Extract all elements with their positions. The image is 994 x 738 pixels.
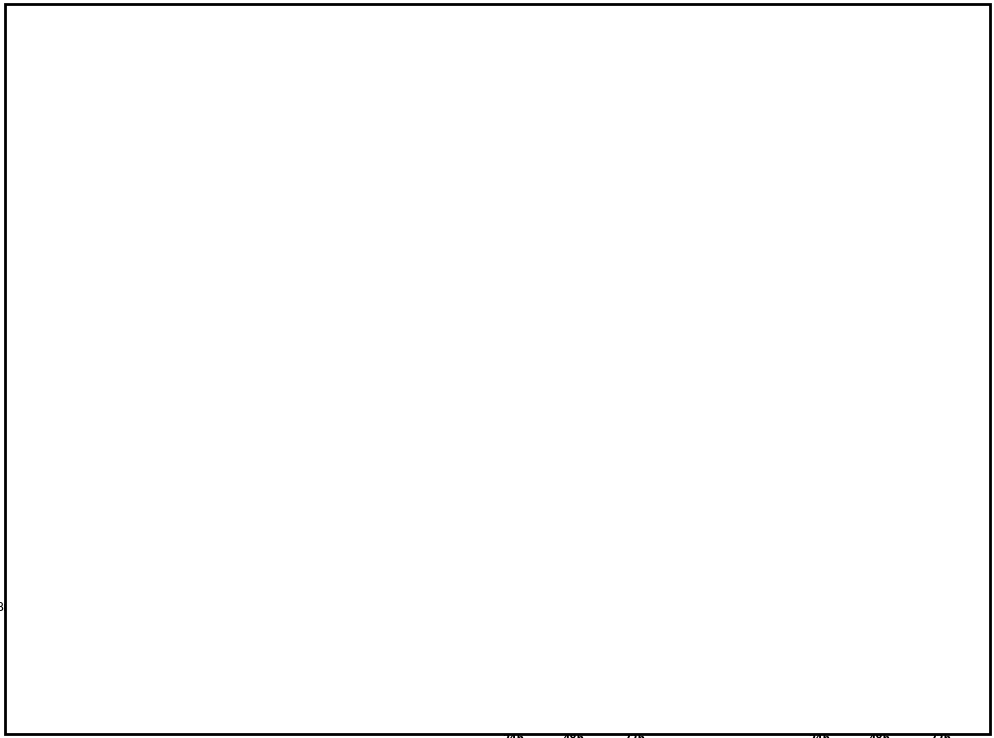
Text: b: b	[569, 657, 578, 669]
Bar	[77, 641, 345, 666]
Text: b: b	[569, 486, 578, 498]
FancyBboxPatch shape	[294, 599, 327, 617]
FancyBboxPatch shape	[95, 507, 128, 525]
Text: c: c	[630, 503, 637, 516]
Ellipse shape	[452, 100, 630, 312]
Text: D: D	[408, 379, 424, 399]
Text: hESCs: hESCs	[522, 25, 574, 44]
Text: a: a	[814, 579, 823, 592]
Text: 72h: 72h	[268, 411, 287, 433]
FancyBboxPatch shape	[145, 461, 178, 479]
Bar	[860, 526, 898, 528]
Text: Brachyury(T): Brachyury(T)	[0, 601, 74, 614]
Text: b: b	[753, 506, 762, 520]
Text: hESCs: hESCs	[112, 392, 138, 424]
Bar	[555, 677, 591, 720]
Bar	[740, 524, 776, 528]
Text: c: c	[936, 510, 943, 523]
Bar	[615, 521, 652, 528]
Text: c: c	[936, 700, 943, 714]
FancyBboxPatch shape	[412, 43, 672, 355]
Bar	[77, 458, 345, 483]
Ellipse shape	[45, 96, 195, 273]
FancyBboxPatch shape	[195, 461, 228, 479]
FancyBboxPatch shape	[245, 645, 277, 663]
Text: 48h: 48h	[219, 411, 238, 433]
FancyBboxPatch shape	[695, 43, 955, 355]
FancyBboxPatch shape	[294, 645, 327, 663]
Ellipse shape	[731, 96, 919, 316]
Text: C: C	[26, 394, 41, 414]
FancyBboxPatch shape	[145, 554, 178, 570]
Text: b: b	[753, 680, 762, 693]
FancyBboxPatch shape	[245, 461, 277, 479]
Bar	[494, 396, 532, 528]
Text: Relative gene expression (fold): Relative gene expression (fold)	[366, 450, 380, 646]
FancyBboxPatch shape	[245, 554, 277, 570]
Text: EOMES: EOMES	[32, 510, 74, 523]
Text: d: d	[447, 703, 456, 716]
Bar	[555, 505, 591, 528]
Bar	[494, 597, 532, 720]
Bar	[740, 705, 776, 720]
Bar	[920, 718, 958, 720]
Text: GAPDH: GAPDH	[31, 647, 74, 661]
Text: CHIR: CHIR	[161, 398, 184, 424]
Bar	[77, 503, 345, 529]
Text: NC: NC	[310, 407, 327, 424]
FancyBboxPatch shape	[195, 645, 228, 663]
Bar	[800, 395, 837, 528]
Text: c: c	[876, 700, 883, 714]
Text: c: c	[630, 697, 637, 710]
Bar	[800, 614, 837, 720]
Text: GSC: GSC	[49, 463, 74, 477]
Text: CHIR: CHIR	[205, 213, 243, 227]
FancyBboxPatch shape	[95, 599, 128, 617]
Text: A: A	[25, 25, 42, 46]
Text: 24h: 24h	[169, 411, 189, 433]
FancyBboxPatch shape	[145, 645, 178, 663]
Bar	[433, 523, 471, 528]
Bar	[860, 718, 898, 720]
FancyBboxPatch shape	[95, 645, 128, 663]
Ellipse shape	[242, 96, 385, 273]
Bar	[77, 549, 345, 575]
Bar	[615, 714, 652, 720]
Text: CHIR: CHIR	[211, 398, 234, 424]
Text: CHIR: CHIR	[260, 398, 283, 424]
Text: a: a	[814, 373, 823, 386]
Bar	[77, 595, 345, 621]
FancyBboxPatch shape	[145, 599, 178, 617]
FancyBboxPatch shape	[195, 599, 228, 617]
Text: c: c	[876, 509, 883, 523]
Text: c: c	[448, 504, 455, 517]
Text: NODAL: NODAL	[32, 556, 74, 568]
Text: B: B	[394, 25, 410, 46]
Text: a: a	[508, 373, 517, 387]
Text: a: a	[508, 575, 517, 588]
Text: IM: IM	[301, 176, 326, 194]
Text: ME: ME	[825, 25, 850, 44]
Text: hESCs: hESCs	[89, 176, 151, 194]
